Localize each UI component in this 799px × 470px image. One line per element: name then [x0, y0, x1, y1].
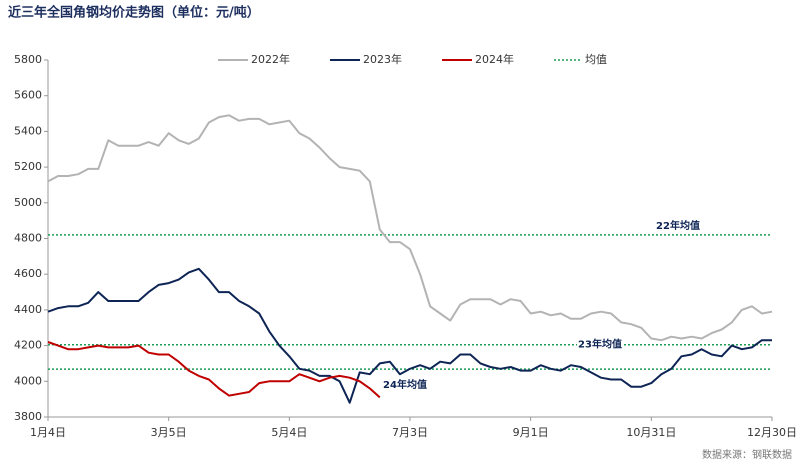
y-tick-label: 4400: [14, 303, 42, 316]
x-tick-label: 12月30日: [747, 426, 797, 439]
series-line: [47, 267, 772, 404]
y-tick-label: 5800: [14, 53, 42, 66]
legend-label: 均值: [585, 53, 607, 66]
x-tick-label: 3月5日: [151, 426, 187, 439]
label-bg: [577, 337, 623, 351]
average-label: 23年均值: [578, 338, 622, 351]
series-line: [47, 114, 773, 342]
y-tick-label: 5200: [14, 160, 42, 173]
y-tick-label: 4000: [14, 374, 42, 387]
source: 数据来源：钢联数据: [702, 448, 792, 461]
y-tick-label: 4600: [14, 267, 42, 280]
average-label: 22年均值: [656, 219, 700, 232]
x-tick-label: 1月4日: [30, 426, 66, 439]
average-label: 24年均值: [383, 378, 427, 391]
x-tick-label: 9月1日: [513, 426, 549, 439]
y-tick-label: 5600: [14, 89, 42, 102]
y-tick-label: 5400: [14, 124, 42, 137]
legend-label: 2024年: [475, 52, 514, 66]
legend-label: 2022年: [251, 52, 290, 66]
y-tick-label: 3800: [14, 410, 42, 423]
y-tick-label: 5000: [14, 196, 42, 209]
x-tick-label: 5月4日: [271, 426, 307, 439]
x-tick-label: 10月31日: [626, 426, 676, 439]
x-tick-label: 7月3日: [392, 426, 428, 439]
y-tick-label: 4200: [14, 339, 42, 352]
chart-title: 近三年全国角钢均价走势图（单位：元/吨）: [8, 5, 260, 21]
series-line: [47, 341, 381, 399]
y-tick-label: 4800: [14, 232, 42, 245]
legend-label: 2023年: [363, 52, 402, 66]
